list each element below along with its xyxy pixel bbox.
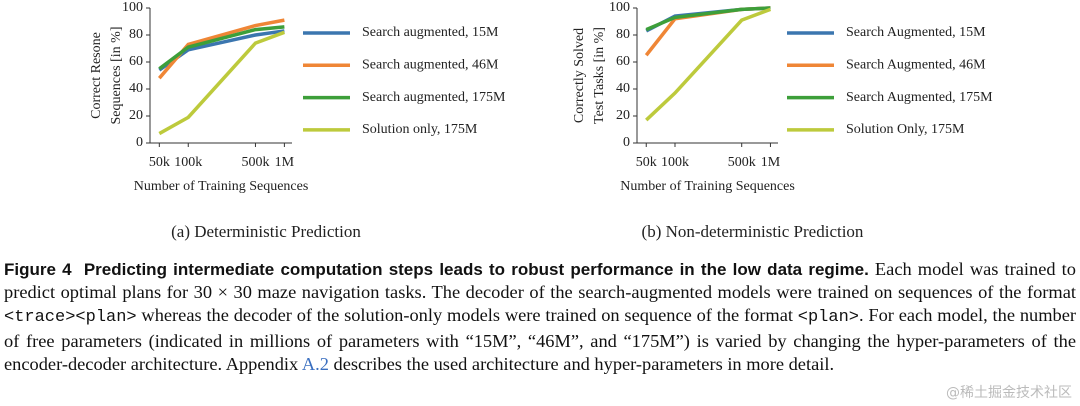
legend-label: Solution only, 175M bbox=[362, 122, 478, 137]
x-tick-label: 100k bbox=[661, 155, 689, 170]
appendix-link[interactable]: A.2 bbox=[301, 353, 329, 374]
y-tick-label: 40 bbox=[129, 81, 143, 96]
y-tick-label: 80 bbox=[616, 27, 630, 42]
legend-label: Search Augmented, 15M bbox=[846, 25, 986, 40]
series-line bbox=[158, 25, 285, 71]
caption-code: <plan> bbox=[797, 308, 859, 328]
subcaption: (a) Deterministic Prediction bbox=[171, 222, 361, 241]
series-line bbox=[157, 18, 285, 80]
y-tick-label: 0 bbox=[136, 135, 143, 150]
series-line bbox=[158, 30, 285, 136]
legend-label: Search augmented, 15M bbox=[362, 25, 499, 40]
x-tick-label: 100k bbox=[174, 155, 202, 170]
caption-text: whereas the decoder of the solution-only… bbox=[136, 305, 798, 326]
y-axis-label: Correct Resone bbox=[89, 32, 104, 119]
y-tick-label: 20 bbox=[129, 108, 143, 123]
x-tick-label: 50k bbox=[149, 155, 170, 170]
caption-label: Figure 4 bbox=[4, 260, 72, 279]
x-tick-label: 1M bbox=[275, 155, 295, 170]
caption-text: . For each model, the number of free par… bbox=[4, 305, 1076, 374]
x-axis-label: Number of Training Sequences bbox=[134, 179, 309, 194]
caption: Figure 4 Predicting intermediate computa… bbox=[4, 258, 1076, 376]
watermark: @稀土掘金技术社区 bbox=[946, 385, 1072, 401]
y-tick-label: 100 bbox=[609, 0, 630, 15]
legend-label: Solution Only, 175M bbox=[846, 122, 965, 137]
y-axis-label: Test Tasks [in %] bbox=[592, 27, 607, 124]
y-axis-label: Sequences [in %] bbox=[109, 27, 124, 125]
y-tick-label: 40 bbox=[616, 81, 630, 96]
y-tick-label: 80 bbox=[129, 27, 143, 42]
caption-code: <trace><plan> bbox=[4, 308, 137, 328]
figure: 0 20 40 60 80 100 50k 100k 500k 1M Number of Train… bbox=[89, 0, 993, 241]
legend-label: Search Augmented, 46M bbox=[846, 58, 986, 73]
caption-text: Each model was trained to predict optima… bbox=[4, 259, 1076, 303]
y-axis-label: Correctly Solved bbox=[572, 28, 587, 123]
caption-text: describes the used architecture and hype… bbox=[328, 353, 835, 374]
y-tick-label: 0 bbox=[623, 135, 630, 150]
subcaption: (b) Non-deterministic Prediction bbox=[642, 222, 864, 241]
x-tick-label: 1M bbox=[761, 155, 781, 170]
legend-label: Search Augmented, 175M bbox=[846, 90, 993, 105]
x-tick-label: 50k bbox=[636, 155, 657, 170]
x-tick-label: 500k bbox=[241, 155, 269, 170]
legend-label: Search augmented, 46M bbox=[362, 58, 499, 73]
y-tick-label: 60 bbox=[616, 54, 630, 69]
y-tick-label: 60 bbox=[129, 54, 143, 69]
y-tick-label: 100 bbox=[122, 0, 143, 15]
legend-label: Search augmented, 175M bbox=[362, 90, 506, 105]
x-tick-label: 500k bbox=[728, 155, 756, 170]
series-line bbox=[645, 7, 772, 122]
caption-headline: Predicting intermediate computation step… bbox=[83, 260, 869, 279]
series-line bbox=[645, 6, 771, 32]
series-line bbox=[645, 6, 771, 33]
y-tick-label: 20 bbox=[616, 108, 630, 123]
x-axis-label: Number of Training Sequences bbox=[620, 179, 795, 194]
